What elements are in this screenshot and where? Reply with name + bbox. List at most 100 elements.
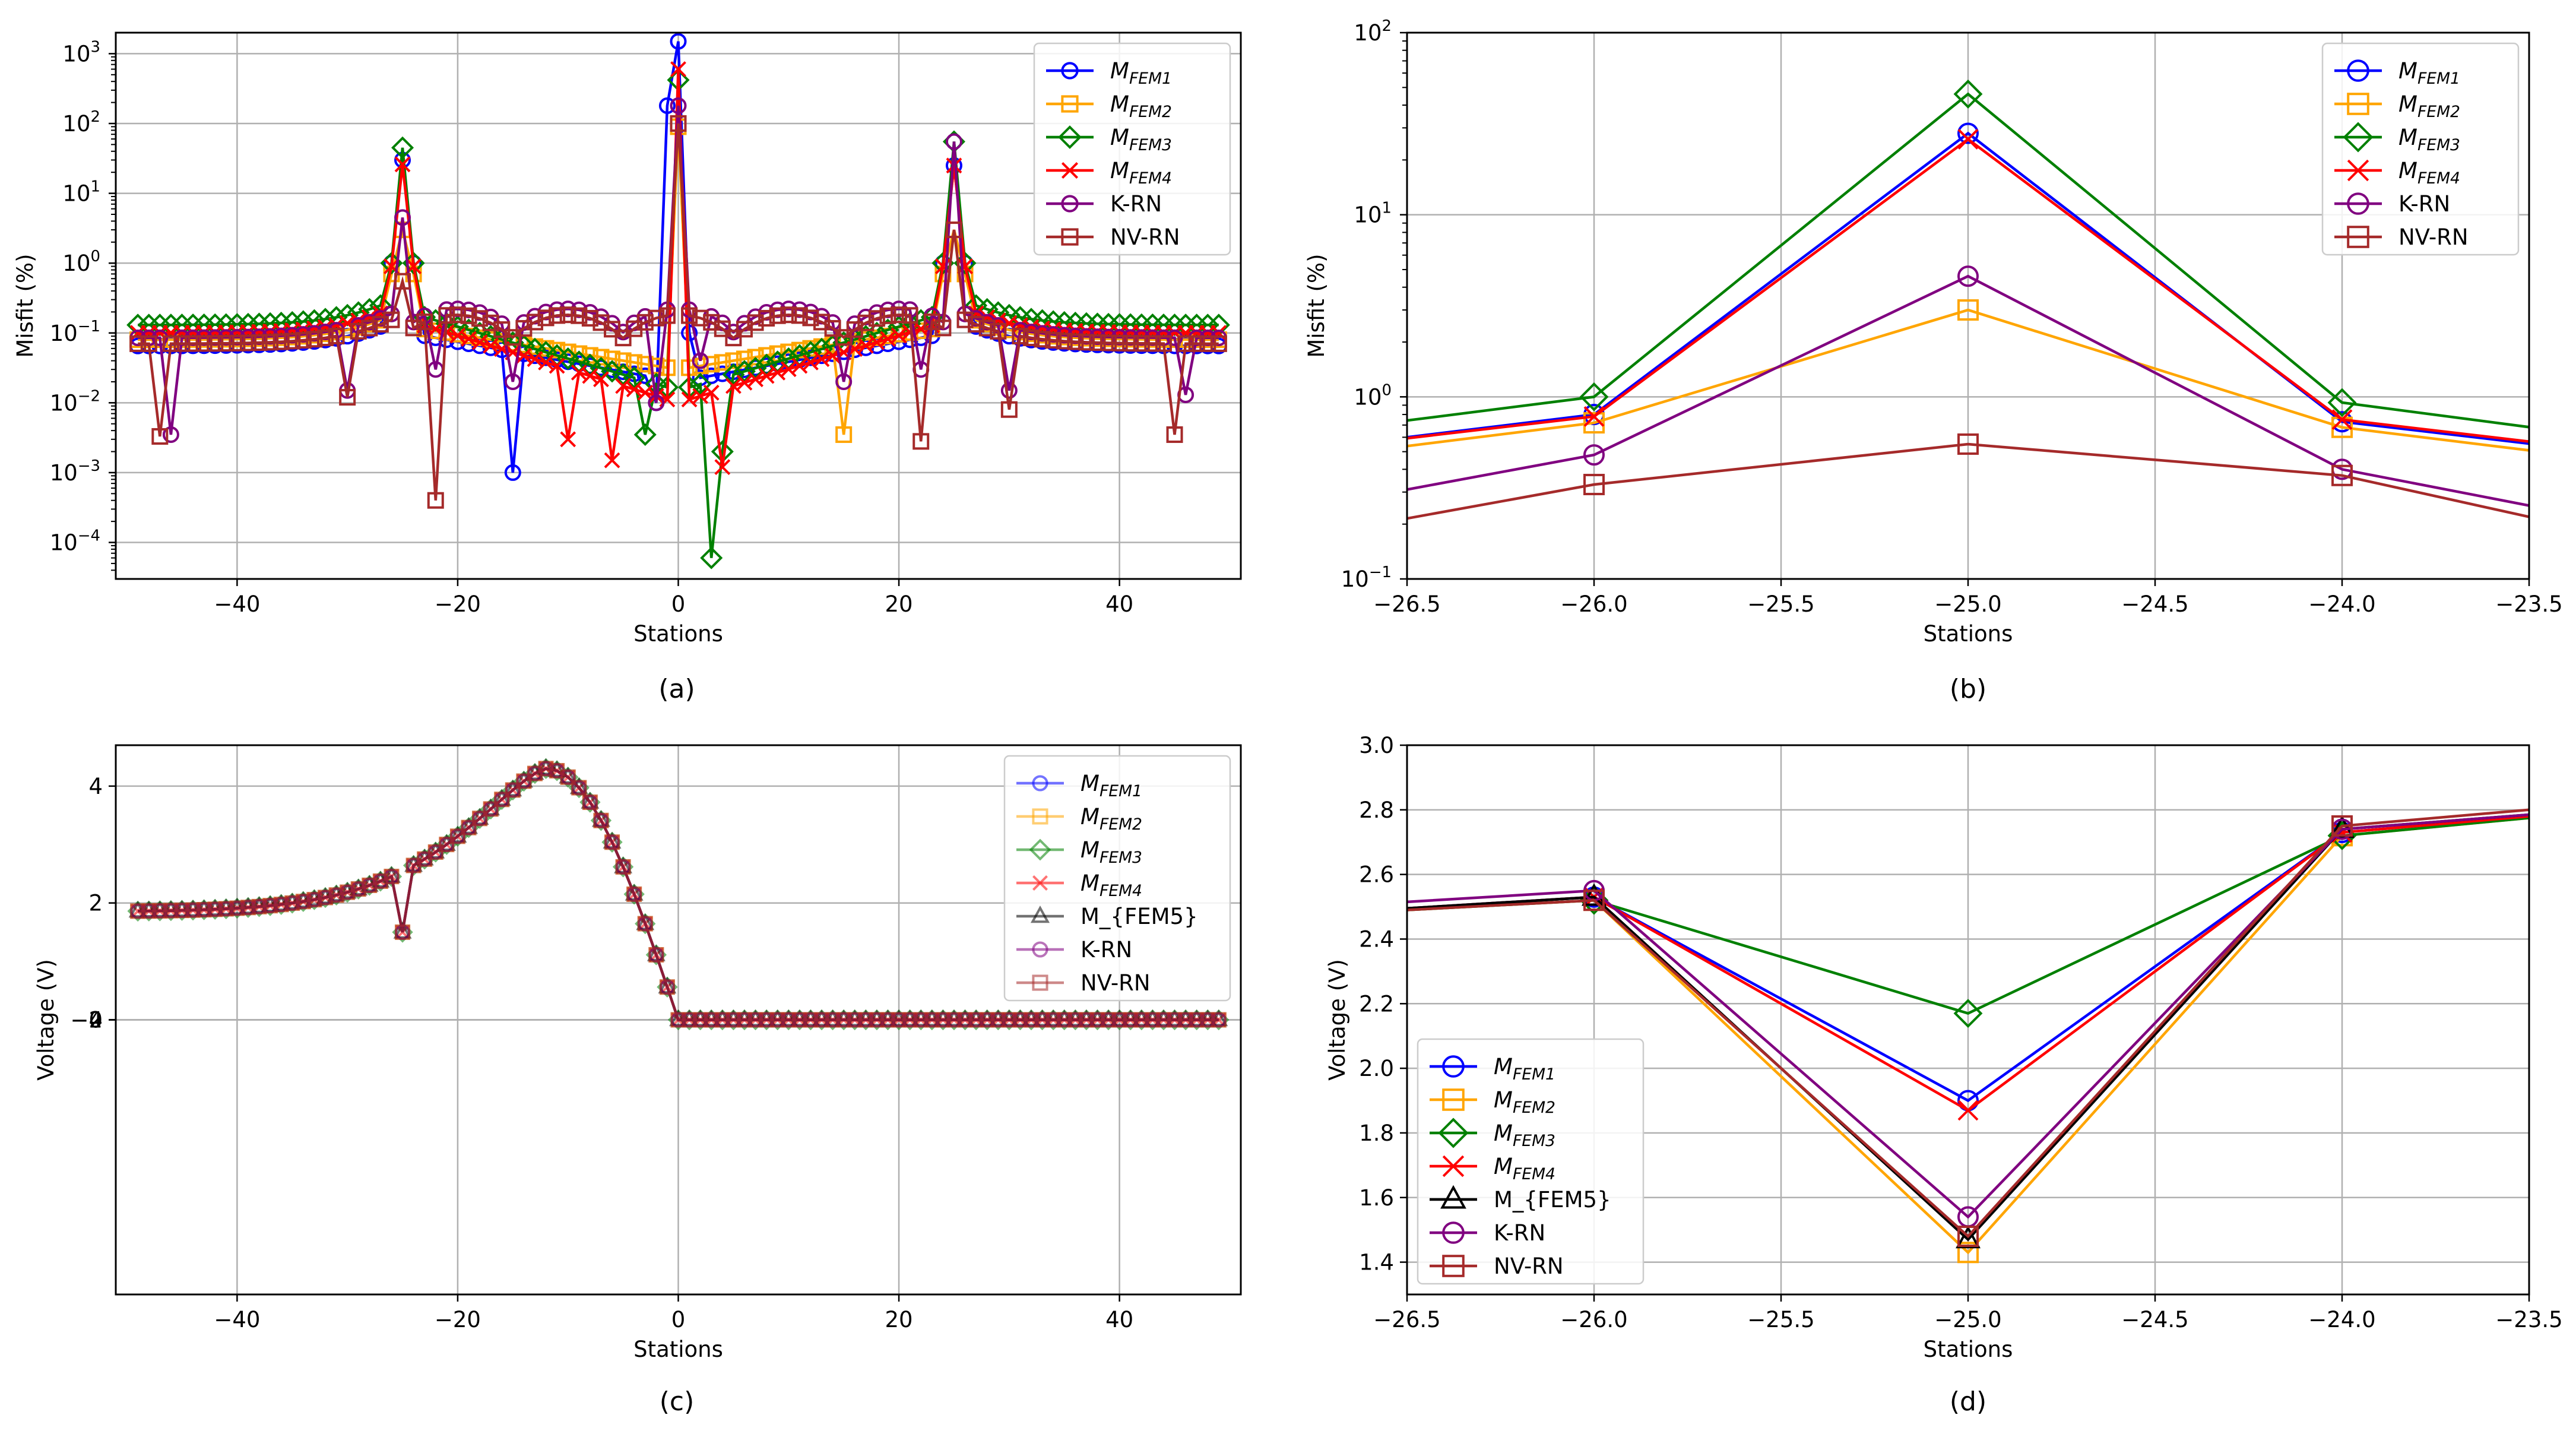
- y-tick-label: 101: [1354, 200, 1392, 228]
- data-point-NV-RN: [1123, 1012, 1139, 1028]
- data-point-NV-RN: [1957, 1226, 1979, 1248]
- data-point-NV-RN: [427, 492, 444, 509]
- data-point-NV-RN: [372, 316, 389, 333]
- y-tick-label: 2.0: [1359, 1056, 1394, 1081]
- data-point-M_FEM2: [835, 426, 853, 443]
- data-point-M_FEM2: [471, 329, 489, 346]
- legend-marker-M_{FEM5}: [1440, 1185, 1466, 1209]
- data-point-NV-RN: [504, 329, 521, 346]
- data-point-NV-RN: [781, 1012, 797, 1028]
- x-tick-label: −40: [214, 1307, 260, 1332]
- data-point-M_{FEM5}: [481, 799, 500, 816]
- legend-label-M_FEM1: MFEM1: [1110, 58, 1172, 88]
- y-tick-label: −2: [70, 1008, 103, 1033]
- data-point-M_FEM2: [703, 356, 720, 373]
- x-axis-label: Stations: [633, 621, 723, 647]
- legend-marker-M_FEM1: [1442, 1055, 1465, 1078]
- legend-label-M_FEM4: MFEM4: [2398, 158, 2460, 188]
- data-point-NV-RN: [1078, 334, 1095, 351]
- legend-marker-K-RN: [1061, 195, 1079, 213]
- data-point-M_FEM2: [614, 352, 632, 369]
- data-point-NV-RN: [1189, 1012, 1205, 1028]
- x-tick-label: −25.0: [1934, 591, 2001, 617]
- y-tick-label: 102: [1354, 17, 1392, 46]
- data-point-NV-RN: [891, 1012, 907, 1028]
- data-point-NV-RN: [1034, 1012, 1050, 1028]
- data-point-M_FEM4: [471, 334, 488, 350]
- x-tick-label: −24.0: [2308, 591, 2375, 617]
- data-point-NV-RN: [195, 335, 213, 352]
- data-point-NV-RN: [803, 1012, 819, 1028]
- y-tick-label: 103: [62, 38, 100, 67]
- data-point-NV-RN: [1166, 426, 1183, 443]
- legend-label-NV-RN: NV-RN: [2398, 224, 2469, 250]
- data-point-NV-RN: [615, 859, 631, 875]
- data-point-NV-RN: [704, 1012, 720, 1028]
- data-point-NV-RN: [449, 306, 466, 324]
- x-tick-label: −24.5: [2121, 1307, 2188, 1332]
- data-point-NV-RN: [736, 1012, 752, 1028]
- data-point-NV-RN: [758, 309, 775, 327]
- data-point-NV-RN: [560, 769, 576, 785]
- data-point-M_FEM1: [714, 365, 731, 382]
- x-tick-label: −26.5: [1373, 1307, 1440, 1332]
- panel-label-d: (d): [1950, 1386, 1986, 1417]
- data-point-NV-RN: [1167, 1012, 1183, 1028]
- data-point-M_FEM4: [1583, 406, 1605, 427]
- y-axis-label: Misfit (%): [1304, 254, 1329, 357]
- data-point-NV-RN: [725, 330, 742, 347]
- data-point-M_FEM4: [813, 351, 830, 368]
- data-point-M_{FEM5}: [603, 831, 622, 849]
- data-point-NV-RN: [217, 335, 235, 352]
- y-tick-label: 10−4: [50, 527, 100, 556]
- data-point-M_{FEM5}: [581, 792, 600, 809]
- data-point-M_FEM4: [1957, 1100, 1979, 1121]
- data-point-NV-RN: [747, 314, 764, 331]
- data-point-NV-RN: [229, 900, 245, 916]
- data-point-M_FEM4: [626, 381, 642, 398]
- data-point-NV-RN: [207, 335, 224, 352]
- data-point-NV-RN: [130, 903, 146, 919]
- data-point-M_FEM1: [658, 97, 676, 114]
- plot-area: [1407, 808, 2529, 1264]
- data-point-NV-RN: [317, 889, 333, 906]
- data-point-M_FEM2: [736, 350, 753, 368]
- data-point-NV-RN: [362, 877, 378, 893]
- data-point-NV-RN: [759, 1012, 775, 1028]
- data-point-NV-RN: [725, 1012, 742, 1028]
- data-point-NV-RN: [350, 881, 366, 897]
- legend-marker-M_{FEM5}: [1030, 905, 1050, 923]
- data-point-NV-RN: [1100, 334, 1117, 352]
- y-tick-label: 10−2: [50, 387, 100, 416]
- data-point-NV-RN: [935, 1012, 951, 1028]
- data-point-M_{FEM5}: [569, 777, 588, 794]
- data-point-NV-RN: [1177, 335, 1194, 352]
- data-point-NV-RN: [1188, 335, 1205, 352]
- data-point-NV-RN: [505, 782, 521, 798]
- data-point-M_FEM4: [769, 364, 786, 381]
- data-point-NV-RN: [1122, 335, 1139, 352]
- data-point-M_FEM4: [461, 331, 477, 347]
- data-point-NV-RN: [637, 916, 653, 932]
- data-point-NV-RN: [141, 903, 157, 919]
- data-point-M_FEM4: [714, 459, 731, 476]
- data-point-NV-RN: [273, 333, 290, 350]
- legend-marker-M_FEM3: [1029, 838, 1051, 861]
- data-point-NV-RN: [185, 335, 202, 352]
- data-point-M_FEM2: [1583, 412, 1605, 434]
- legend-label-M_FEM1: MFEM1: [1081, 771, 1142, 800]
- data-point-M_FEM4: [758, 368, 775, 384]
- data-point-M_{FEM5}: [470, 808, 489, 825]
- data-point-NV-RN: [1067, 333, 1084, 350]
- data-point-NV-RN: [714, 1012, 730, 1028]
- data-point-M_FEM4: [593, 371, 609, 388]
- data-point-NV-RN: [912, 433, 930, 450]
- data-point-M_FEM1: [1957, 122, 1979, 144]
- data-point-NV-RN: [395, 924, 411, 940]
- data-point-NV-RN: [824, 319, 841, 337]
- legend-box: [2321, 42, 2520, 256]
- legend-label-M_FEM4: MFEM4: [1494, 1154, 1555, 1183]
- legend-label-M_FEM4: MFEM4: [1110, 158, 1172, 188]
- data-point-K-RN: [648, 394, 665, 411]
- data-point-K-RN: [162, 426, 179, 443]
